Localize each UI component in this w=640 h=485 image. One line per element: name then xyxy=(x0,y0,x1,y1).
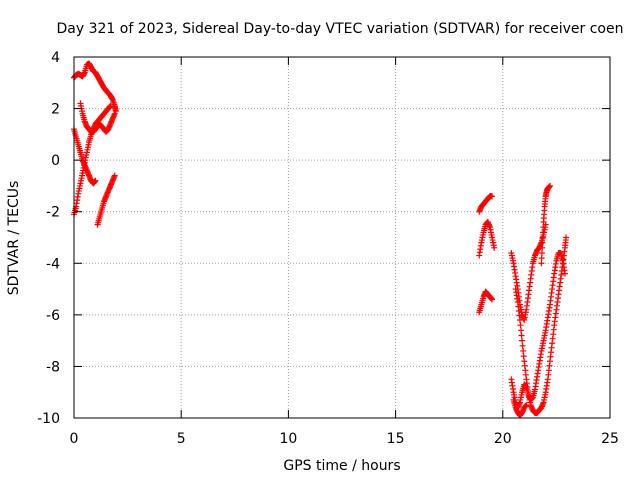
grid xyxy=(74,57,610,418)
y-tick-label: -4 xyxy=(46,256,60,272)
data-point xyxy=(538,249,545,256)
data-point xyxy=(520,353,527,360)
y-tick-label: 2 xyxy=(51,102,60,118)
chart-title: Day 321 of 2023, Sidereal Day-to-day VTE… xyxy=(57,21,624,37)
x-axis-ticks: 0 5 10 15 20 25 xyxy=(70,57,619,447)
data-point xyxy=(489,193,496,200)
y-tick-label: -6 xyxy=(46,308,60,324)
data-point xyxy=(518,327,525,334)
data-point xyxy=(519,337,526,344)
data-point xyxy=(561,270,568,277)
data-point xyxy=(539,234,546,241)
data-point xyxy=(92,177,99,184)
data-point xyxy=(540,224,547,231)
y-tick-label: -10 xyxy=(37,411,60,427)
data-point xyxy=(538,255,545,262)
data-point xyxy=(539,239,546,246)
x-tick-label: 20 xyxy=(494,431,512,447)
x-tick-label: 15 xyxy=(387,431,405,447)
y-axis-label: SDTVAR / TECUs xyxy=(6,181,22,296)
data-point xyxy=(540,229,546,236)
plot-frame xyxy=(73,56,611,419)
data-point xyxy=(111,172,118,179)
data-point xyxy=(538,260,545,267)
data-point xyxy=(517,322,524,329)
y-axis-ticks: -10 -8 -6 -4 -2 0 2 4 xyxy=(37,50,610,427)
x-tick-label: 5 xyxy=(177,431,186,447)
x-tick-label: 10 xyxy=(279,431,297,447)
y-tick-label: -2 xyxy=(46,205,60,221)
data-point xyxy=(107,102,114,109)
x-tick-label: 25 xyxy=(601,431,619,447)
data-point xyxy=(523,402,530,409)
data-point xyxy=(489,296,496,303)
data-point xyxy=(520,347,527,354)
y-tick-label: 0 xyxy=(51,153,60,169)
data-point xyxy=(491,244,498,251)
data-point xyxy=(546,182,553,189)
x-tick-label: 0 xyxy=(70,431,79,447)
data-point xyxy=(519,342,526,349)
data-points xyxy=(71,60,570,419)
data-point xyxy=(539,244,546,251)
data-point xyxy=(111,110,118,117)
x-axis-label: GPS time / hours xyxy=(283,458,400,474)
y-tick-label: -8 xyxy=(46,359,60,375)
data-point xyxy=(516,317,523,324)
data-point xyxy=(518,332,525,339)
data-point xyxy=(563,234,570,241)
y-tick-label: 4 xyxy=(51,50,60,66)
